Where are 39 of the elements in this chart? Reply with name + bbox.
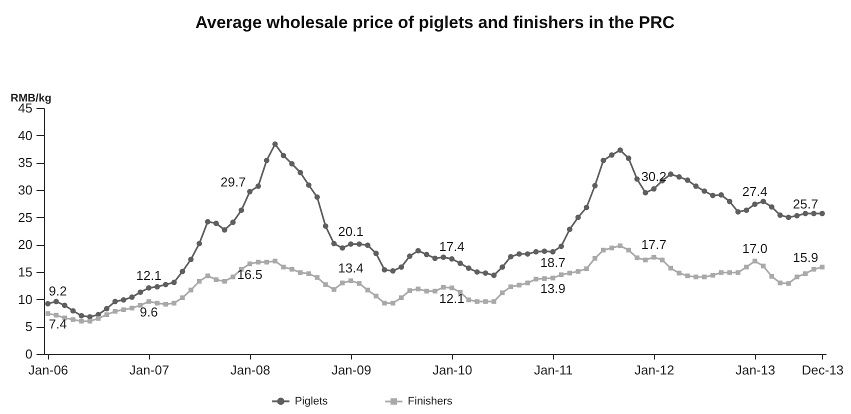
data-label: 29.7 <box>220 174 246 190</box>
x-tick-label: Jan-10 <box>432 362 472 378</box>
x-tick-label: Jan-07 <box>129 362 170 378</box>
data-label: 20.1 <box>338 224 364 240</box>
x-tick-label: Jan-08 <box>230 362 270 378</box>
x-tick-label: Jan-13 <box>735 362 776 378</box>
x-tick-label: Jan-12 <box>634 362 674 378</box>
y-tick-label: 5 <box>25 319 32 334</box>
data-label: 25.7 <box>792 196 818 212</box>
y-tick-label: 20 <box>18 237 32 252</box>
data-label: 13.4 <box>338 260 364 276</box>
data-label: 15.9 <box>792 250 818 266</box>
y-tick-label: 40 <box>18 128 32 143</box>
data-label: 16.5 <box>237 266 262 282</box>
data-label: 27.4 <box>742 184 768 200</box>
y-tick-label: 35 <box>18 155 32 170</box>
legend-label: Piglets <box>294 395 328 408</box>
data-label: 13.9 <box>540 281 566 296</box>
y-tick-label: 15 <box>18 264 32 280</box>
y-tick-label: 10 <box>18 292 32 307</box>
data-label: 30.2 <box>641 168 667 184</box>
x-tick-label: Dec-13 <box>802 362 844 378</box>
data-label: 17.0 <box>742 241 768 256</box>
data-label: 18.7 <box>540 254 566 270</box>
y-tick-label: 30 <box>18 182 32 198</box>
x-tick-label: Jan-06 <box>28 362 68 378</box>
data-label: 17.7 <box>641 237 667 252</box>
data-label: 9.6 <box>140 304 158 320</box>
data-label: 7.4 <box>48 316 67 332</box>
x-tick-label: Jan-09 <box>331 362 372 378</box>
legend-label: Finishers <box>408 396 453 408</box>
y-tick-label: 25 <box>18 210 32 225</box>
y-tick-label: 0 <box>25 346 32 362</box>
data-label: 17.4 <box>439 238 464 254</box>
data-label: 12.1 <box>136 268 162 283</box>
chart-title: Average wholesale price of piglets and finishers in the PRC <box>195 13 675 32</box>
data-label: 12.1 <box>439 290 464 306</box>
data-label: 9.2 <box>48 284 67 299</box>
x-tick-label: Jan-11 <box>534 362 573 378</box>
